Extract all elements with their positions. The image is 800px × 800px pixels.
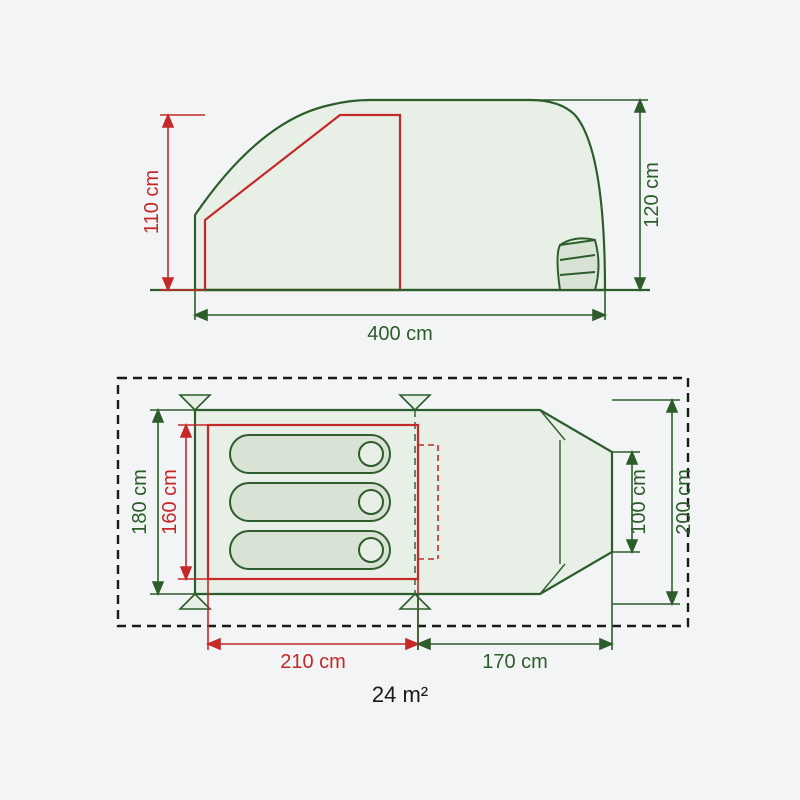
dim-side-outer-height-label: 120 cm bbox=[641, 162, 663, 228]
dim-side-inner-height-label: 110 cm bbox=[141, 170, 163, 234]
sleeping-bags bbox=[230, 435, 390, 569]
tent-diagram: 400 cm 110 cm 120 cm bbox=[0, 0, 800, 800]
dim-plan-180-label: 180 cm bbox=[129, 469, 151, 535]
dim-plan-200-label: 200 cm bbox=[673, 469, 695, 535]
side-elevation: 400 cm 110 cm 120 cm bbox=[141, 100, 663, 345]
dim-plan-100-label: 100 cm bbox=[628, 469, 650, 535]
side-door-flap bbox=[558, 238, 599, 290]
dim-side-length-label: 400 cm bbox=[367, 323, 433, 345]
dim-plan-170-label: 170 cm bbox=[482, 651, 548, 673]
dim-plan-160-label: 160 cm bbox=[159, 469, 181, 535]
dim-plan-210-label: 210 cm bbox=[280, 651, 346, 673]
plan-area-label: 24 m² bbox=[372, 682, 428, 707]
dim-side-length bbox=[195, 290, 605, 320]
plan-view: 180 cm 160 cm 210 cm 170 cm bbox=[118, 378, 695, 707]
